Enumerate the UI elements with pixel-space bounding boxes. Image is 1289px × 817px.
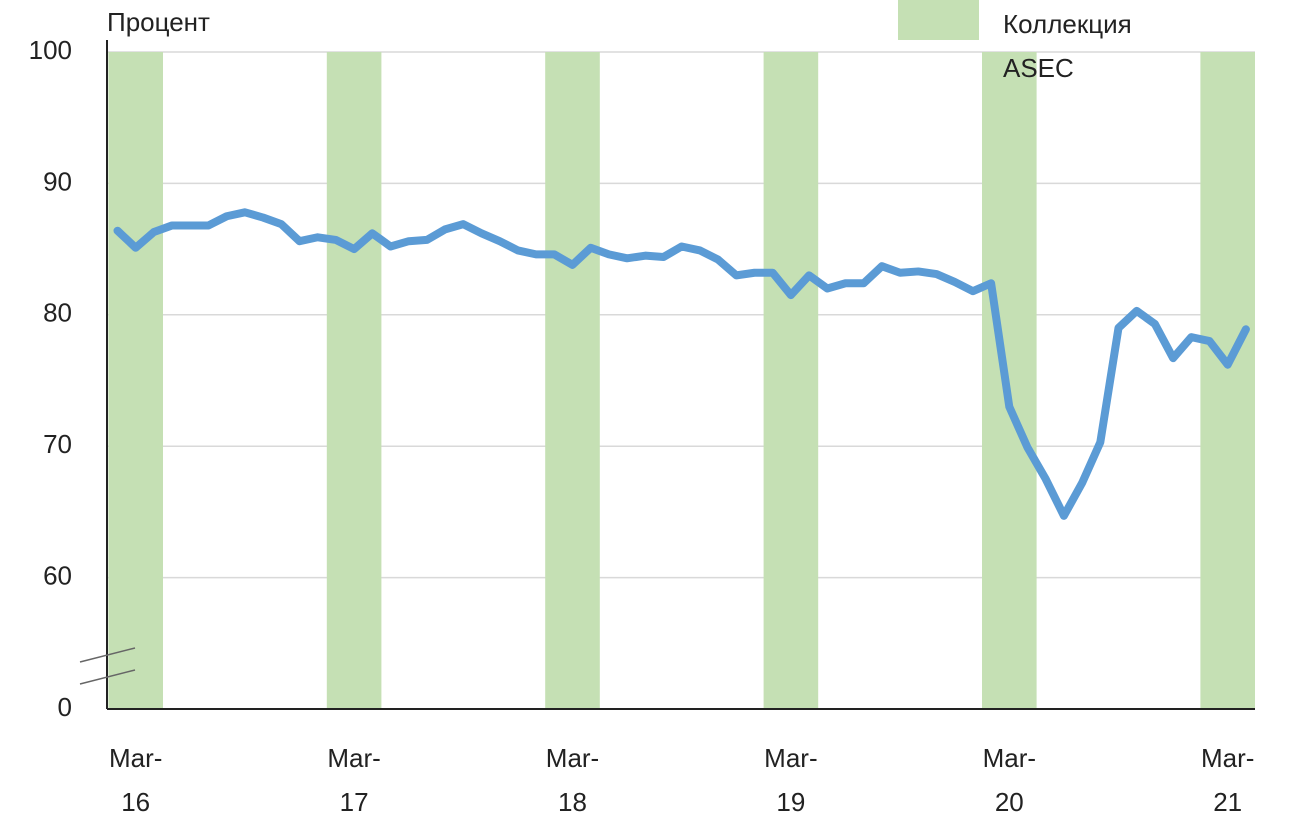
x-tick-label: Mar-19 [764,743,818,817]
highlight-band [545,52,600,709]
y-tick-label: 70 [43,429,72,459]
y-axis-label: Процент [107,7,210,37]
highlight-band [108,52,163,709]
x-tick-label: Mar-18 [545,743,600,817]
data-line [113,208,1250,520]
legend-swatch [898,0,979,40]
y-tick-label: 0 [58,692,72,722]
axis-break [79,647,136,663]
y-tick-label: 80 [43,298,72,328]
legend-label: Коллекция ASEC [1003,9,1132,83]
axis-break [79,669,136,685]
x-tick-label: Mar-17 [327,743,381,817]
y-tick-label: 90 [43,166,72,196]
y-tick-label: 60 [43,560,72,590]
highlight-band [763,52,819,709]
y-tick-label: 100 [29,35,72,65]
x-tick-label: Mar-20 [982,743,1037,817]
x-tick-label: Mar-21 [1200,743,1255,817]
x-tick-label: Mar-16 [108,743,163,817]
highlight-band [1200,52,1255,709]
highlight-band [326,52,382,709]
